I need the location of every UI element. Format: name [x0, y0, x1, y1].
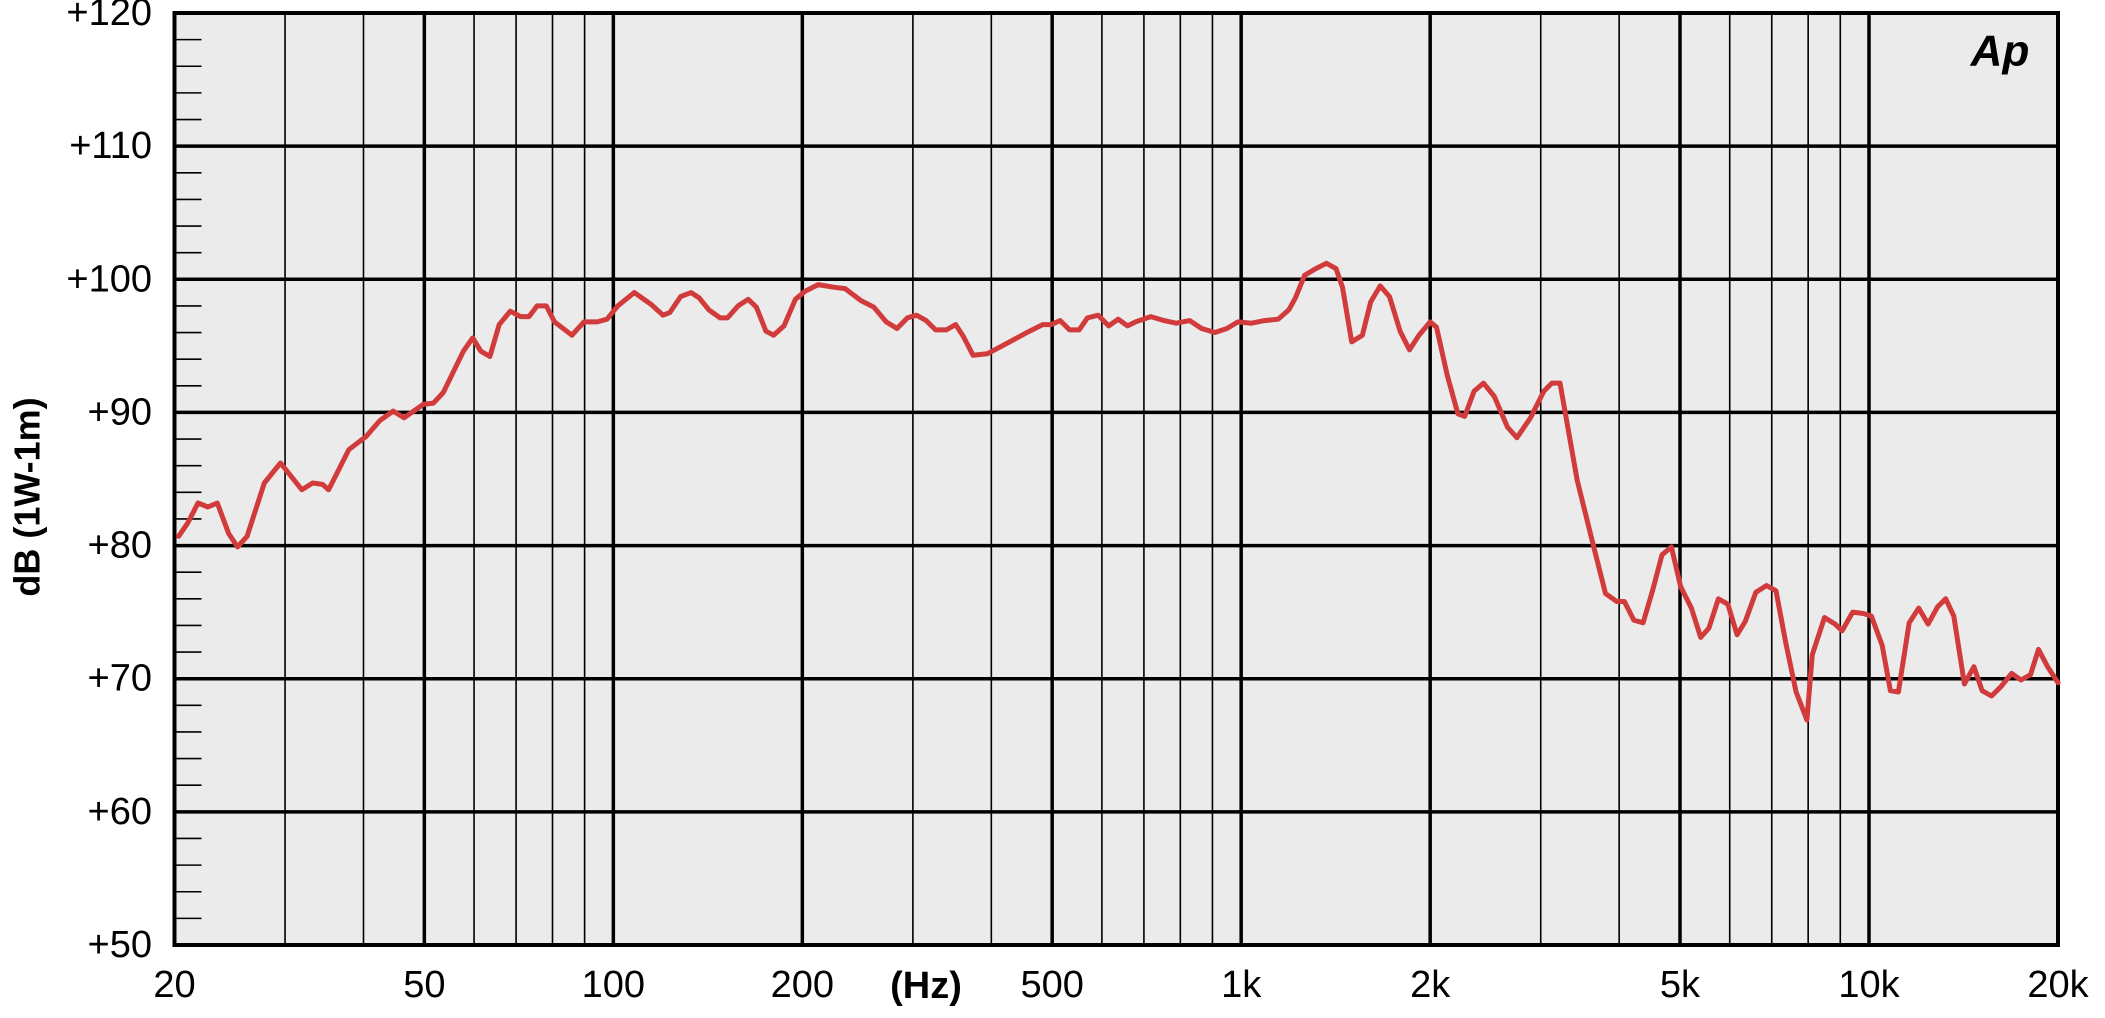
logo: Ap [1970, 27, 2030, 76]
x-tick-label: 500 [1020, 964, 1083, 1006]
plot-area [174, 13, 2058, 945]
y-tick-label: +60 [88, 791, 152, 833]
x-tick-label: 20 [153, 964, 195, 1006]
x-tick-label: 20k [2027, 964, 2089, 1006]
y-axis-label: dB (1W-1m) [7, 397, 48, 596]
y-tick-label: +80 [88, 525, 152, 567]
y-tick-label: +120 [66, 0, 152, 34]
x-tick-label: 5k [1660, 964, 1701, 1006]
x-tick-label: 50 [403, 964, 445, 1006]
y-tick-label: +100 [66, 258, 152, 300]
x-tick-label: 1k [1221, 964, 1262, 1006]
x-axis-label: (Hz) [890, 965, 962, 1007]
y-tick-label: +110 [69, 125, 152, 167]
y-tick-label: +70 [88, 658, 152, 700]
plot-border [172, 11, 2060, 947]
x-tick-label: 2k [1410, 964, 1451, 1006]
response-line [176, 260, 2061, 723]
x-tick-label: 100 [582, 964, 645, 1006]
y-tick-label: +90 [88, 391, 152, 433]
x-tick-label: 200 [771, 964, 834, 1006]
x-tick-label: 10k [1838, 964, 1900, 1006]
y-tick-label: +50 [88, 924, 152, 966]
